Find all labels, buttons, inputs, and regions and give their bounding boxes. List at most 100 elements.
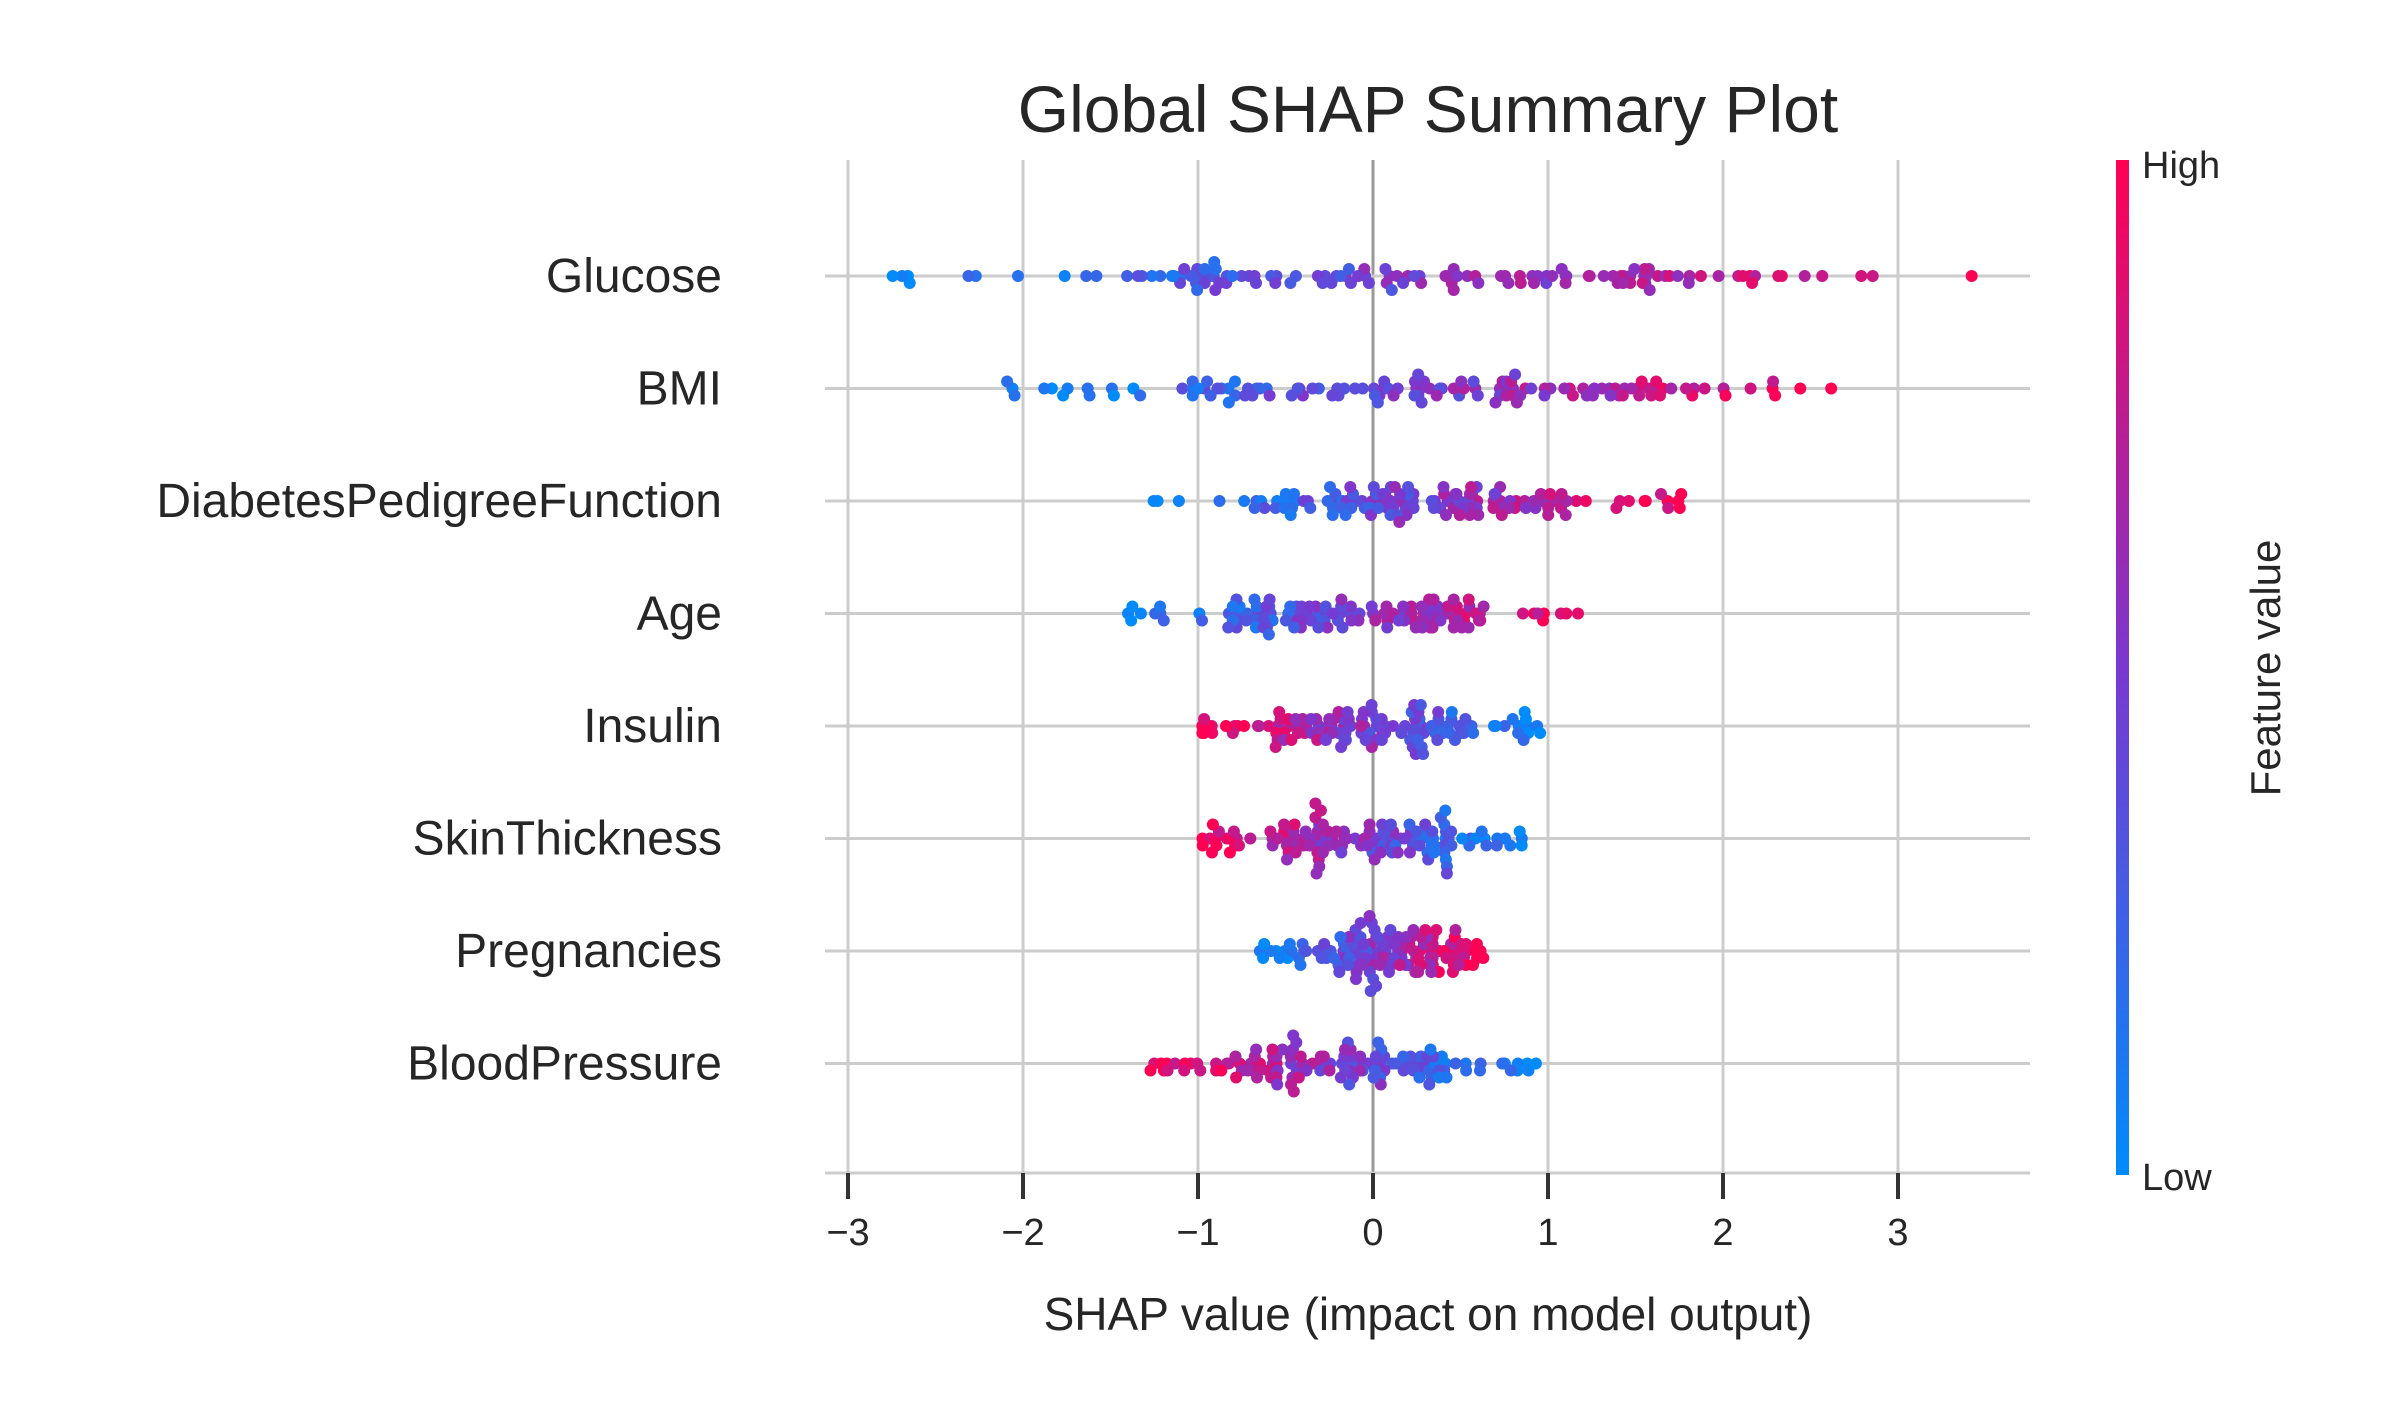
- shap-point: [1315, 952, 1328, 964]
- shap-point: [1276, 1043, 1289, 1056]
- shap-point: [1325, 277, 1338, 289]
- shap-point: [1323, 713, 1336, 725]
- shap-point: [1467, 375, 1480, 388]
- shap-point: [1326, 509, 1339, 521]
- shap-point: [1582, 270, 1595, 282]
- shap-point: [1288, 818, 1301, 831]
- shap-point: [1437, 481, 1450, 493]
- shap-point: [1432, 706, 1445, 718]
- shap-point: [1470, 938, 1483, 950]
- shap-point: [1665, 382, 1678, 395]
- shap-point: [1477, 600, 1490, 613]
- shap-point: [1319, 734, 1332, 746]
- shap-point: [1134, 607, 1147, 620]
- shap-point: [1546, 270, 1559, 282]
- shap-point: [1389, 1057, 1402, 1070]
- shap-point: [1513, 825, 1526, 838]
- shap-point: [1509, 368, 1522, 381]
- shap-point: [1638, 263, 1651, 275]
- shap-point: [1332, 706, 1345, 718]
- shap-point: [1090, 270, 1103, 282]
- shap-point: [1233, 839, 1245, 852]
- shap-point: [1223, 846, 1236, 859]
- shap-point: [1440, 1071, 1453, 1084]
- shap-point: [1398, 832, 1411, 845]
- shap-point: [1201, 375, 1214, 388]
- shap-point: [1402, 481, 1415, 493]
- shap-point: [1289, 846, 1302, 859]
- shap-point: [1312, 621, 1325, 634]
- shap-point: [1285, 734, 1298, 746]
- shap-point: [1038, 382, 1051, 395]
- shap-point: [1238, 495, 1251, 507]
- shap-point: [1453, 509, 1466, 521]
- shap-point: [1169, 1057, 1181, 1070]
- shap-point: [1622, 495, 1635, 507]
- shap-point: [1273, 952, 1286, 964]
- shap-point: [1292, 1071, 1305, 1084]
- shap-point: [1300, 1064, 1313, 1077]
- shap-point: [1542, 509, 1555, 521]
- shap-point: [1289, 713, 1302, 725]
- shap-point: [1447, 382, 1460, 395]
- shap-point: [1566, 389, 1579, 402]
- shap-point: [1480, 839, 1493, 852]
- shap-point: [1597, 270, 1610, 282]
- x-tick-label: −1: [1176, 1212, 1219, 1254]
- shap-point: [1369, 614, 1382, 627]
- shap-point: [1467, 959, 1479, 971]
- shap-point: [1206, 727, 1219, 739]
- shap-point: [1518, 706, 1531, 718]
- shap-point: [1204, 389, 1217, 402]
- shap-point: [1220, 720, 1232, 732]
- shap-point: [1445, 825, 1458, 838]
- shap-point: [1335, 846, 1348, 859]
- shap-point: [1321, 495, 1334, 507]
- shap-point: [1372, 1036, 1385, 1049]
- shap-point: [1263, 593, 1276, 606]
- shap-point: [1419, 924, 1432, 936]
- feature-label: Glucose: [546, 250, 722, 303]
- shap-point: [1430, 924, 1443, 936]
- shap-point: [1229, 1050, 1242, 1063]
- feature-label: Pregnancies: [455, 925, 722, 978]
- shap-point: [1271, 832, 1284, 845]
- shap-point: [1161, 1064, 1174, 1077]
- shap-point: [1157, 614, 1170, 627]
- shap-point: [1798, 270, 1811, 282]
- shap-point: [1294, 1050, 1307, 1063]
- shap-point: [1529, 1057, 1542, 1070]
- shap-point: [1467, 727, 1480, 739]
- shap-point: [1408, 270, 1421, 282]
- shap-point: [1324, 481, 1336, 493]
- shap-point: [1376, 488, 1389, 500]
- shap-point: [1368, 853, 1381, 866]
- shap-point: [1125, 614, 1138, 627]
- shap-point: [1440, 509, 1452, 521]
- shap-point: [1534, 727, 1547, 739]
- shap-point: [1643, 284, 1656, 296]
- x-tick-label: −3: [826, 1212, 869, 1254]
- shap-point: [1240, 614, 1253, 627]
- shap-point: [1326, 389, 1339, 402]
- shap-point: [1192, 382, 1205, 395]
- shap-point: [1364, 985, 1377, 997]
- shap-point: [1559, 509, 1572, 521]
- shap-point: [1012, 270, 1024, 282]
- shap-point: [1767, 375, 1780, 388]
- shap-point: [1269, 502, 1282, 514]
- shap-point: [1354, 1050, 1367, 1063]
- shap-point: [1525, 382, 1538, 395]
- shap-point: [1196, 614, 1208, 627]
- shap-point: [1427, 846, 1440, 859]
- shap-point: [1314, 1064, 1327, 1077]
- shap-point: [1154, 270, 1167, 282]
- shap-point: [1340, 832, 1353, 845]
- shap-point: [1544, 488, 1557, 500]
- shap-point: [1227, 825, 1240, 838]
- shap-point: [1304, 614, 1317, 627]
- shap-point: [1334, 270, 1347, 282]
- shap-point: [1333, 966, 1346, 978]
- shap-point: [1397, 277, 1410, 289]
- data-points: [886, 256, 1978, 1098]
